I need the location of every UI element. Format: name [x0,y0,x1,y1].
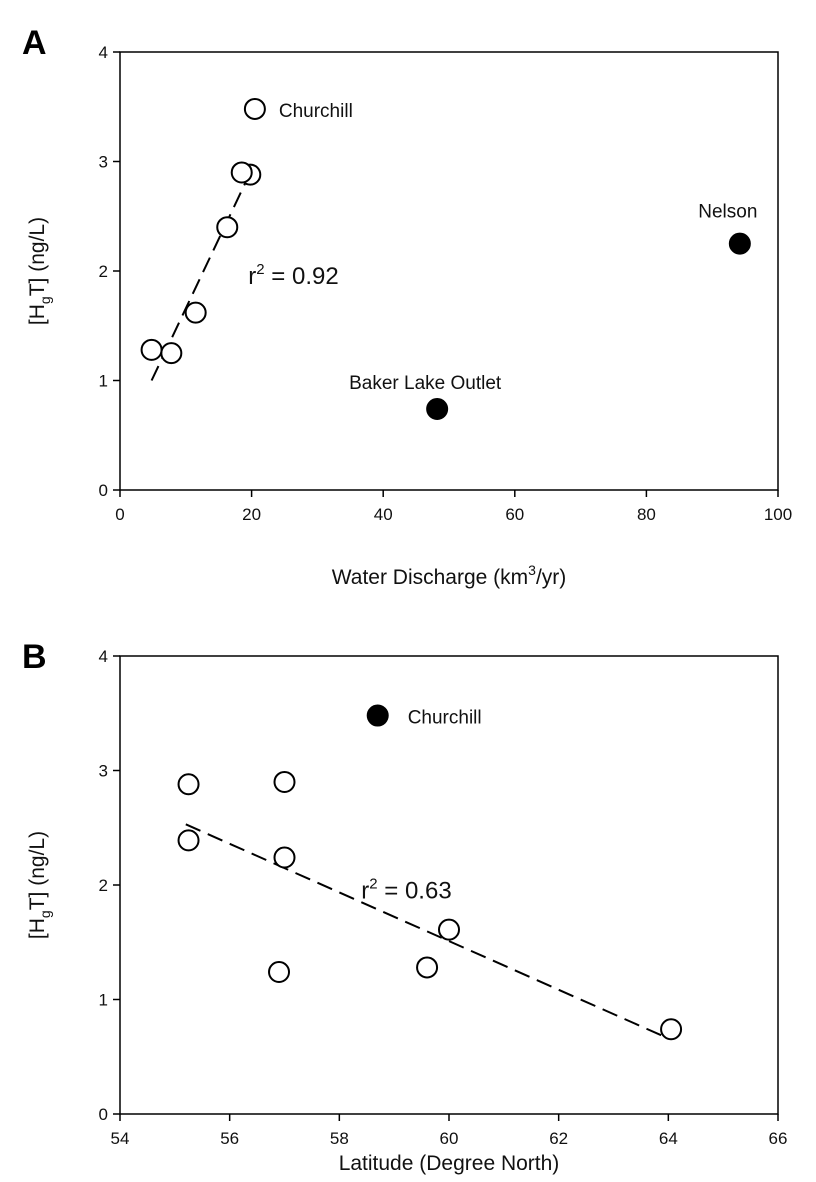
open-point [273,846,296,869]
annotations-b: Churchill r2 = 0.63 [361,708,481,905]
filled-point [426,397,449,420]
x-tick-label: 54 [111,1129,130,1148]
annotations-a: Churchill Nelson Baker Lake Outlet r2 = 0.9… [248,101,757,394]
filled-point [728,232,751,255]
y-tick-label: 2 [99,262,108,281]
open-point [177,773,200,796]
y-tick-label: 1 [99,991,108,1010]
points-a [140,97,751,420]
panel-letter-b: B [22,638,47,676]
x-tick-label: 20 [242,505,261,524]
panel-b: B 54 56 58 60 62 64 66 0 1 2 3 4 Churchill r2 = 0.63… [22,638,787,1175]
x-axis-label-b: Latitude (Degree North) [339,1152,560,1175]
open-point [140,338,163,361]
x-tick-label: 80 [637,505,656,524]
r-squared-label: r2 = 0.63 [361,876,451,905]
x-tick-label: 64 [659,1129,678,1148]
x-tick-label: 56 [220,1129,239,1148]
x-tick-label: 60 [440,1129,459,1148]
point-label: Churchill [408,708,482,729]
x-tick-label: 100 [764,505,792,524]
points-b [177,704,683,1041]
y-axis-label-b: [HgT] (ng/L) [26,831,53,939]
open-point [660,1018,683,1041]
plot-frame-a [119,51,779,491]
x-tick-label: 40 [374,505,393,524]
x-tick-label: 60 [505,505,524,524]
open-point [416,956,439,979]
point-label: Churchill [279,101,353,122]
y-tick-label: 2 [99,876,108,895]
trendline-b [185,823,669,1040]
open-point [216,216,239,239]
y-tick-label: 0 [99,481,108,500]
y-tick-label: 4 [99,647,108,666]
r-squared-label: r2 = 0.92 [248,261,338,290]
y-tick-label: 3 [99,153,108,172]
open-point [184,301,207,324]
panel-letter-a: A [22,24,47,62]
open-point [177,829,200,852]
x-tick-label: 0 [115,505,124,524]
open-point [273,770,296,793]
y-tick-label: 1 [99,372,108,391]
point-label: Baker Lake Outlet [349,373,502,394]
open-point [438,918,460,941]
x-tick-label: 62 [549,1129,568,1148]
x-tick-label: 66 [769,1129,788,1148]
open-point [268,961,291,984]
ticks-a: 0 20 40 60 80 100 0 1 2 3 4 [99,43,793,524]
trendline [185,823,669,1040]
panel-a: A 0 20 40 60 80 100 0 1 2 3 4 Churchill Nelson Baker… [22,24,792,589]
open-point [160,342,183,365]
filled-point [366,704,389,727]
y-axis-label-a: [HgT] (ng/L) [26,217,53,325]
ticks-b: 54 56 58 60 62 64 66 0 1 2 3 4 [99,647,788,1148]
y-tick-label: 4 [99,43,108,62]
point-label: Nelson [698,202,757,223]
y-tick-label: 0 [99,1105,108,1124]
open-point [230,161,253,184]
x-tick-label: 58 [330,1129,349,1148]
y-tick-label: 3 [99,762,108,781]
x-axis-label-a: Water Discharge (km3/yr) [332,562,567,589]
open-point [243,97,266,120]
